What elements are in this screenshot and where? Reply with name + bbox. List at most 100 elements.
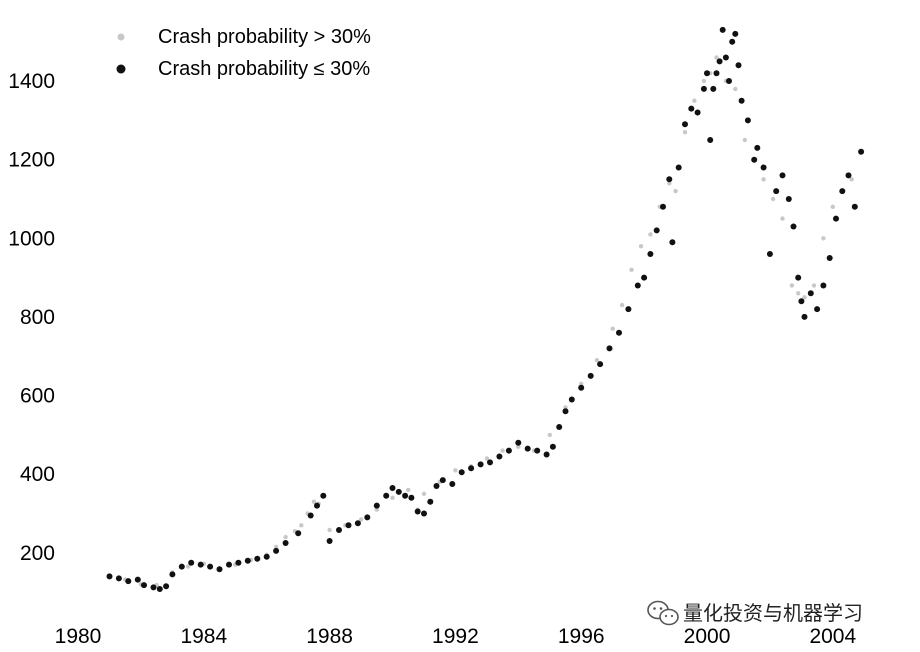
data-point <box>754 144 761 151</box>
data-point <box>150 584 157 591</box>
data-point <box>798 298 805 305</box>
data-point <box>625 306 632 313</box>
data-point <box>354 520 361 527</box>
y-tick-label: 400 <box>20 463 55 486</box>
data-point <box>563 405 568 410</box>
data-point <box>610 326 615 331</box>
data-point <box>722 54 729 61</box>
data-point <box>738 97 745 104</box>
data-point <box>226 561 232 568</box>
data-point <box>682 130 688 135</box>
data-point <box>299 523 304 528</box>
data-point <box>732 30 739 37</box>
data-point <box>641 274 648 281</box>
data-point <box>439 477 446 484</box>
data-point <box>156 586 163 592</box>
data-point <box>389 485 396 491</box>
data-point <box>244 557 251 564</box>
legend-label-high-crash: Crash probability > 30% <box>158 26 371 48</box>
data-point <box>704 70 710 77</box>
data-point <box>830 204 835 209</box>
data-point <box>562 408 569 415</box>
data-point <box>821 236 826 241</box>
data-point <box>235 559 242 566</box>
data-point <box>682 121 688 128</box>
wechat-icon <box>647 600 679 626</box>
data-point <box>373 502 380 509</box>
data-point <box>449 481 456 487</box>
data-point <box>790 223 797 230</box>
y-tick-label: 800 <box>20 306 55 329</box>
data-point <box>500 448 505 453</box>
data-point <box>660 203 666 210</box>
data-point <box>496 453 503 460</box>
y-tick-label: 1200 <box>8 149 55 172</box>
data-point <box>594 358 600 363</box>
data-point <box>458 469 465 476</box>
data-point <box>719 26 726 33</box>
data-point <box>364 514 371 521</box>
data-point <box>307 512 314 519</box>
data-point <box>406 487 411 493</box>
x-tick-label: 1992 <box>432 625 479 648</box>
data-point <box>826 255 833 261</box>
data-point <box>390 495 395 500</box>
data-point <box>358 517 364 522</box>
data-point <box>484 456 490 461</box>
data-point <box>780 216 785 221</box>
data-point <box>320 492 327 499</box>
data-point <box>667 181 672 186</box>
data-point <box>383 492 390 499</box>
data-point <box>216 566 223 573</box>
data-point <box>327 527 332 533</box>
data-point <box>675 164 682 171</box>
data-point <box>714 55 719 60</box>
x-tick-label: 2004 <box>809 625 856 648</box>
data-point <box>516 444 521 449</box>
data-point <box>311 499 317 504</box>
y-axis: 200 400 600 800 1000 1200 1400 <box>8 70 55 565</box>
x-tick-label: 1980 <box>55 625 102 648</box>
data-point <box>692 98 697 103</box>
data-point <box>688 105 695 112</box>
data-point <box>115 575 122 582</box>
watermark: 量化投资与机器学习 <box>647 600 863 626</box>
data-point <box>421 510 427 517</box>
legend: Crash probability > 30% Crash probabilit… <box>116 26 371 80</box>
data-point <box>733 86 738 92</box>
data-point <box>188 559 195 566</box>
data-point <box>185 564 191 569</box>
data-point <box>802 295 807 300</box>
data-point <box>716 58 723 65</box>
data-point <box>619 302 625 308</box>
data-point <box>629 267 634 272</box>
legend-marker-high-crash <box>117 33 125 41</box>
data-point <box>283 534 288 540</box>
data-point <box>414 508 421 515</box>
data-point <box>421 491 427 496</box>
data-point <box>710 85 717 92</box>
data-point <box>785 196 792 202</box>
x-tick-label: 2000 <box>684 625 731 648</box>
series-low-crash <box>106 26 865 592</box>
data-point <box>634 282 641 289</box>
data-point <box>811 283 817 288</box>
legend-label-low-crash: Crash probability ≤ 30% <box>158 58 370 80</box>
data-point <box>549 443 556 450</box>
data-point <box>694 109 701 116</box>
data-point <box>336 527 342 533</box>
data-point <box>851 203 858 210</box>
y-tick-label: 1000 <box>8 227 55 250</box>
data-point <box>134 576 141 583</box>
data-point <box>197 561 204 568</box>
data-point <box>345 522 352 529</box>
data-point <box>408 494 415 501</box>
data-point <box>106 573 113 580</box>
data-point <box>766 251 773 257</box>
data-point <box>374 507 379 512</box>
data-point <box>796 291 801 296</box>
data-point <box>534 447 541 454</box>
data-point <box>295 530 302 537</box>
data-point <box>760 164 767 171</box>
